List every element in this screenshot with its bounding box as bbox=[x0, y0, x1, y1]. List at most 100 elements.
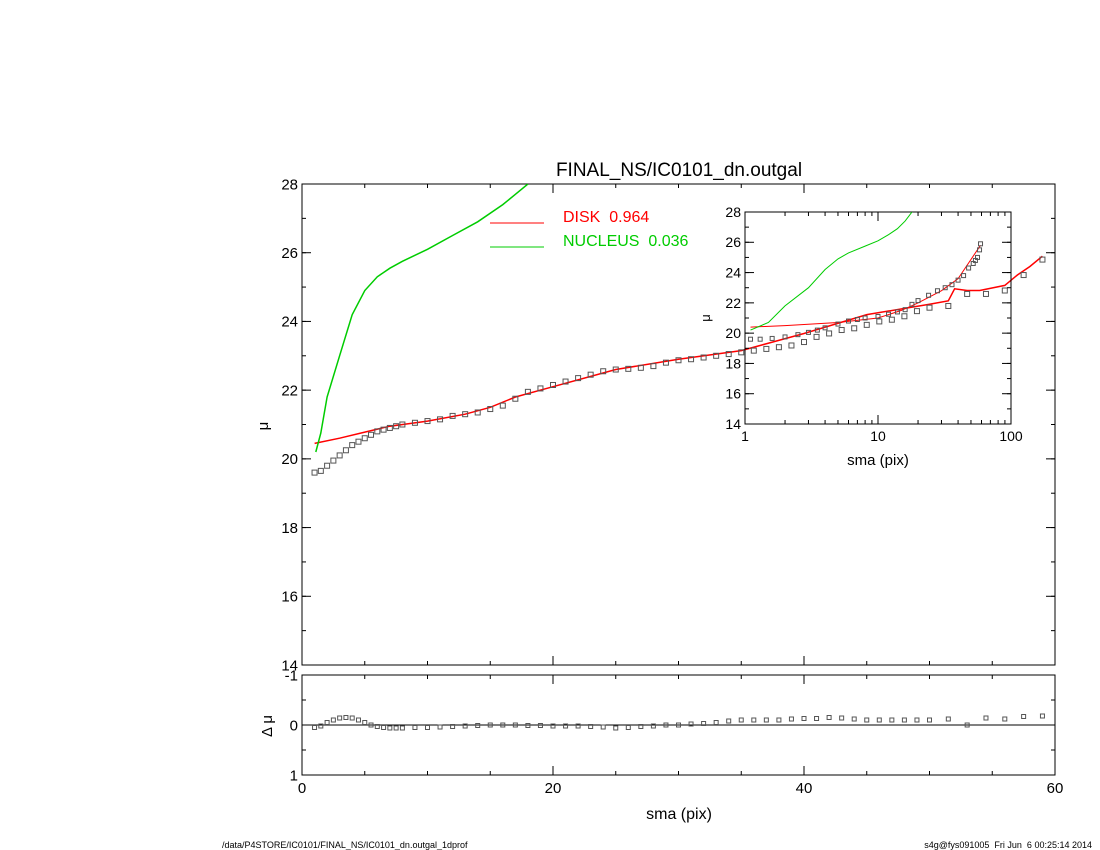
y-tick-label: 14 bbox=[725, 416, 741, 432]
main-plot-data-point bbox=[775, 344, 782, 351]
resid-plot-data-point bbox=[613, 725, 619, 731]
resid-plot-data-point bbox=[550, 723, 556, 729]
inset-plot-data-point bbox=[966, 265, 972, 271]
main-plot-data-point bbox=[688, 356, 695, 363]
resid-plot-data-point bbox=[500, 722, 506, 728]
resid-plot-data-point bbox=[876, 717, 882, 723]
resid-plot-data-point bbox=[625, 725, 631, 730]
resid-plot-data-point bbox=[425, 725, 430, 730]
resid-plot-data-point bbox=[337, 715, 343, 721]
main-plot-data-point bbox=[399, 421, 406, 428]
resid-plot-data-point bbox=[801, 716, 807, 721]
y-tick-label: 20 bbox=[281, 451, 298, 468]
main-plot-data-point bbox=[725, 351, 732, 358]
resid-plot-data-point bbox=[814, 716, 820, 721]
y-tick-label: 16 bbox=[725, 386, 741, 402]
main-plot-data-point bbox=[317, 467, 324, 474]
resid-plot-data-point bbox=[751, 717, 757, 723]
main-plot-data-point bbox=[311, 469, 318, 476]
inset-plot-data-point bbox=[862, 315, 868, 321]
resid-plot-data-point bbox=[663, 722, 669, 728]
main-plot-data-point bbox=[650, 363, 657, 370]
main-plot-data-point bbox=[537, 385, 544, 392]
inset-plot-data-point bbox=[978, 241, 984, 247]
inset-plot-data-point bbox=[961, 273, 967, 279]
main-plot-data-point bbox=[562, 378, 569, 385]
inset-y-axis-label: μ bbox=[698, 314, 713, 322]
y-tick-label: 20 bbox=[725, 325, 741, 341]
resid-plot-data-point bbox=[983, 715, 989, 721]
main-plot-data-point bbox=[913, 308, 920, 315]
resid-plot-data-point bbox=[713, 720, 719, 725]
resid-plot-data-point bbox=[525, 723, 531, 728]
resid-plot-data-point bbox=[776, 717, 782, 723]
resid-plot-data-point bbox=[381, 725, 387, 730]
x-tick-label: 1 bbox=[741, 428, 749, 444]
inset-plot-data-point bbox=[955, 277, 961, 283]
resid-plot-data-point bbox=[374, 724, 380, 729]
main-plot-data-point bbox=[361, 435, 368, 442]
resid-plot-data-point bbox=[450, 724, 456, 729]
main-plot-data-point bbox=[330, 457, 337, 464]
resid-plot-data-point bbox=[343, 715, 349, 720]
main-plot-data-point bbox=[700, 354, 707, 361]
main-plot-data-point bbox=[587, 371, 594, 378]
resid-plot-data-point bbox=[600, 724, 606, 730]
inset-plot-data-point bbox=[926, 292, 932, 298]
main-plot-data-point bbox=[1039, 256, 1046, 263]
resid-plot-data-point bbox=[330, 717, 336, 723]
y-tick-label: 26 bbox=[281, 245, 298, 262]
main-plot-data-point bbox=[662, 359, 669, 366]
main-plot-data-point bbox=[788, 342, 795, 349]
x-tick-label: 60 bbox=[1047, 780, 1064, 797]
y-tick-label: 14 bbox=[281, 657, 298, 674]
resid-plot-data-point bbox=[563, 723, 569, 729]
y-tick-label: 28 bbox=[281, 176, 298, 193]
main-plot-data-point bbox=[637, 364, 644, 371]
resid-plot-data-point bbox=[387, 725, 393, 731]
main-plot-data-point bbox=[349, 442, 356, 449]
inset-plot-data-point bbox=[757, 336, 763, 342]
y-tick-label: 16 bbox=[281, 589, 298, 606]
resid-plot-data-point bbox=[864, 717, 870, 723]
resid-plot-data-point bbox=[927, 717, 932, 723]
main-plot-series-line-0 bbox=[314, 255, 1043, 445]
main-plot-data-point bbox=[411, 419, 418, 426]
legend-label-nucleus: NUCLEUS 0.036 bbox=[563, 233, 688, 250]
y-tick-label: 22 bbox=[281, 382, 298, 399]
main-plot-data-point bbox=[474, 409, 481, 416]
resid-plot-data-point bbox=[487, 722, 493, 728]
resid-plot-data-point bbox=[475, 723, 481, 728]
main-plot-data-point bbox=[386, 424, 393, 431]
inset-plot-data-point bbox=[835, 321, 841, 327]
main-plot-data-point bbox=[888, 316, 895, 323]
resid-plot-data-point bbox=[588, 724, 594, 729]
main-plot-data-point bbox=[675, 357, 682, 364]
resid-plot-data-point bbox=[349, 715, 355, 721]
inset-plot-data-point bbox=[854, 317, 860, 323]
inset-plot-data-point bbox=[909, 301, 915, 307]
main-plot-data-point bbox=[763, 345, 770, 352]
main-plot-data-point bbox=[982, 290, 989, 297]
main-plot-data-point bbox=[342, 447, 349, 454]
main-plot-data-point bbox=[964, 290, 971, 297]
main-plot-data-point bbox=[380, 426, 387, 433]
inset-plot-data-point bbox=[845, 318, 851, 324]
inset-plot-data-point bbox=[782, 334, 788, 340]
inset-plot-data-point bbox=[934, 288, 940, 294]
x-axis-label: sma (pix) bbox=[646, 806, 712, 823]
legend: DISK 0.964 NUCLEUS 0.036 bbox=[490, 209, 688, 250]
inset-plot-data-point bbox=[875, 313, 881, 319]
resid-plot-data-point bbox=[964, 722, 970, 728]
main-plot-data-point bbox=[750, 347, 757, 354]
resid-plot-data-point bbox=[851, 716, 857, 722]
resid-plot-data-point bbox=[312, 725, 318, 730]
resid-plot-data-point bbox=[945, 716, 951, 722]
resid-plot-data-point bbox=[763, 717, 769, 723]
main-plot-data-point bbox=[625, 365, 632, 372]
resid-plot-data-point bbox=[437, 724, 443, 730]
inset-plot-series-line-1 bbox=[750, 212, 913, 331]
resid-plot-data-point bbox=[1021, 714, 1027, 719]
main-profile-plot: 14 16 18 20 22 24 26 28 bbox=[281, 176, 1056, 674]
resid-plot-data-point bbox=[575, 723, 581, 729]
